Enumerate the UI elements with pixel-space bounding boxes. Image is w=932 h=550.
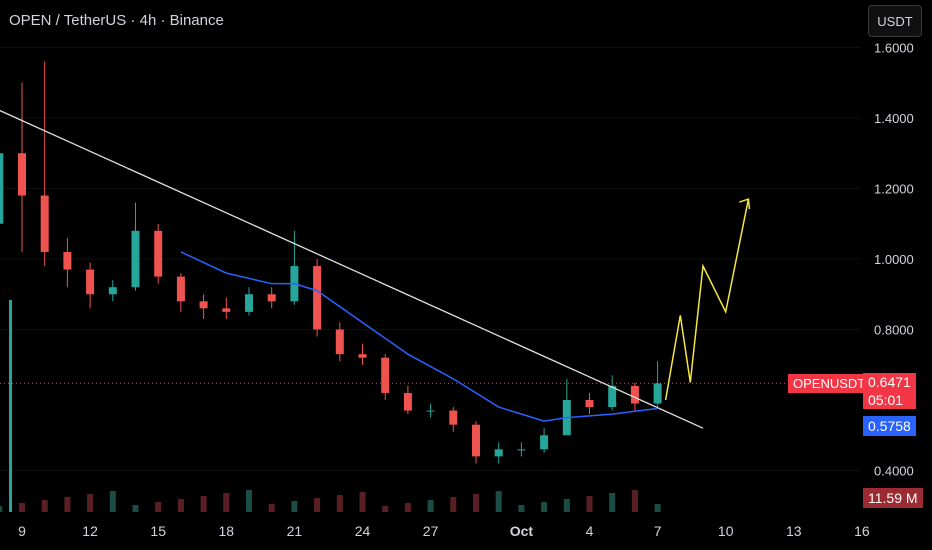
volume-bar [268,504,275,512]
chart-title: OPEN / TetherUS · 4h · Binance [9,12,224,29]
candle-body [358,354,367,358]
volume-bar [450,497,457,512]
time-axis-label: 27 [423,523,439,539]
volume-bar [9,300,12,512]
candle-body [154,230,163,277]
volume-bar [64,497,71,512]
volume-bar [631,490,638,512]
time-axis-label: 10 [718,523,734,539]
time-axis-label: Oct [510,523,534,539]
candle-body [517,449,526,451]
trend-line [0,109,704,429]
candle-body [472,424,480,457]
price-axis: 1.6000 1.4000 1.2000 1.0000 0.8000 0.4000 [874,41,914,479]
volume-bar [19,503,25,512]
last-price-value: 0.6471 [868,374,911,390]
price-axis-label: 1.6000 [874,41,914,56]
candle-body [426,410,435,412]
candle-body [267,294,276,302]
symbol-badge: OPENUSDT [788,374,871,393]
time-axis-label: 15 [150,523,166,539]
volume-bar [359,492,366,512]
candle-body [108,287,117,295]
volume-bar [155,502,162,512]
time-axis-label: 18 [219,523,235,539]
candle-body [245,294,253,312]
price-axis-label: 1.2000 [874,182,914,197]
time-axis-label: 16 [854,523,870,539]
candle-body [18,153,26,196]
volume-bar [609,493,616,512]
volume-badge: 11.59 M [863,488,923,508]
volume-bar [518,505,525,512]
time-axis-label: 13 [786,523,802,539]
volume-bar [563,499,570,512]
time-axis: 9 12 15 18 21 24 27 Oct 4 7 10 13 16 [18,523,870,539]
time-axis-label: 7 [654,523,662,539]
candle-body [176,276,185,302]
volume-bar [427,500,434,512]
time-axis-label: 9 [18,523,26,539]
volume-bar [223,493,230,512]
currency-button[interactable]: USDT [868,5,922,37]
time-axis-label: 4 [586,523,594,539]
candle-body [608,385,617,408]
volume-bar [132,505,139,512]
last-price-badge: 0.6471 05:01 [863,373,916,409]
candle-body [0,153,4,224]
volume-bar [41,500,48,512]
candle-body [494,449,503,457]
volume-bar [291,501,298,512]
candle-body [653,383,662,404]
candle-body [335,329,344,355]
volume-bar [382,506,389,512]
volume-bar [0,506,3,512]
volume-bar [541,502,548,512]
moving-average-line [180,251,658,422]
candle-body [222,308,231,312]
volume-bar [336,495,343,512]
projection-path [664,198,750,401]
candle-body [131,230,140,288]
candle-body [313,266,322,330]
candle-body [381,357,390,393]
volume-bar [177,499,184,512]
overlay-lines [0,109,860,429]
chart-grid [0,47,860,471]
price-axis-label: 0.8000 [874,323,914,338]
candle-body [449,410,458,425]
projection-arrowhead [739,198,751,210]
candle-body [86,269,95,295]
price-axis-label: 0.4000 [874,464,914,479]
time-axis-label: 24 [355,523,371,539]
candle-body [540,435,549,450]
volume-bar [404,503,411,512]
price-axis-label: 1.0000 [874,252,914,267]
time-axis-label: 21 [287,523,303,539]
volume-bar [246,490,252,512]
volume-bar [109,491,116,512]
volume-bar [473,494,479,512]
candlestick-series [0,61,662,464]
volume-bar [586,496,593,512]
candle-body [63,251,72,270]
candle-body [40,195,49,252]
volume-bar [200,496,207,512]
volume-bar [314,498,321,512]
candle-body [199,301,208,309]
volume-bar [495,491,502,512]
candle-body [630,385,639,404]
price-axis-label: 1.4000 [874,111,914,126]
volume-bar [87,494,94,512]
time-axis-label: 12 [82,523,98,539]
candle-body [585,400,594,408]
volume-bars [0,300,661,512]
ma-value-badge: 0.5758 [863,416,916,436]
bar-countdown: 05:01 [868,392,904,408]
volume-bar [654,504,661,512]
candle-body [403,392,412,411]
